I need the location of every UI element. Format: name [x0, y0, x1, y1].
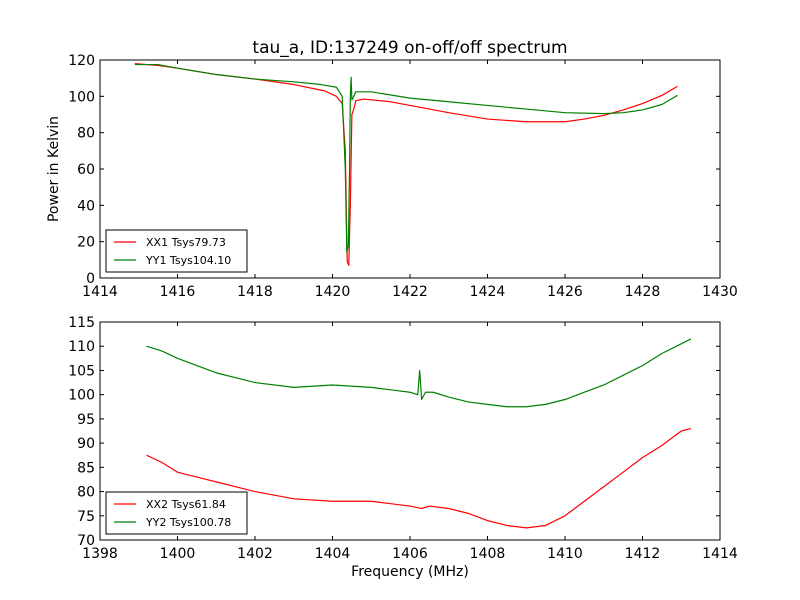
- y-tick-label: 85: [77, 460, 95, 476]
- x-tick-label: 1406: [392, 546, 428, 562]
- y-tick-label: 75: [77, 509, 95, 525]
- x-tick-label: 1398: [82, 546, 118, 562]
- y-tick-label: 100: [68, 89, 95, 105]
- y-tick-label: 115: [68, 315, 95, 331]
- legend: XX2 Tsys61.84 YY2 Tsys100.78: [105, 491, 248, 535]
- y-tick-label: 0: [86, 271, 95, 287]
- series-line-1: [146, 427, 692, 529]
- chart-title: tau_a, ID:137249 on-off/off spectrum: [252, 38, 567, 58]
- x-tick-label: 1402: [237, 546, 273, 562]
- x-tick-label: 1416: [160, 284, 196, 300]
- x-tick-label: 1428: [625, 284, 661, 300]
- x-tick-label: 1426: [547, 284, 583, 300]
- y-tick-label: 105: [68, 363, 95, 379]
- x-tick-label: 1424: [470, 284, 506, 300]
- legend: XX1 Tsys79.73 YY1 Tsys104.10: [105, 229, 248, 273]
- x-tick-label: 1422: [392, 284, 428, 300]
- y-tick-label: 70: [77, 533, 95, 549]
- y-tick-label: 90: [77, 436, 95, 452]
- y-tick-label: 40: [77, 198, 95, 214]
- x-tick-label: 1430: [702, 284, 738, 300]
- x-tick-label: 1414: [702, 546, 738, 562]
- chart-top: 1414 1416 1418 1420 1422 1424 1426 1428 1430 0 20 4…: [46, 38, 738, 300]
- series-line-2: [146, 338, 692, 408]
- x-tick-label: 1410: [547, 546, 583, 562]
- y-tick-label: 95: [77, 412, 95, 428]
- x-tick-label: 1420: [315, 284, 351, 300]
- y-tick-label: 20: [77, 235, 95, 251]
- legend-label: YY1 Tsys104.10: [145, 254, 231, 267]
- y-tick-label: 120: [68, 53, 95, 69]
- series-line-2: [134, 63, 678, 254]
- y-tick-label: 110: [68, 339, 95, 355]
- chart-bottom: 1398 1400 1402 1404 1406 1408 1410 1412 1414 70 75…: [68, 315, 738, 580]
- legend-label: YY2 Tsys100.78: [145, 516, 231, 529]
- y-tick-label: 80: [77, 126, 95, 142]
- legend-box: [105, 229, 248, 273]
- x-tick-label: 1414: [82, 284, 118, 300]
- legend-label: XX1 Tsys79.73: [146, 236, 226, 249]
- legend-box: [105, 491, 248, 535]
- x-axis-label: Frequency (MHz): [351, 564, 469, 580]
- y-axis-label: Power in Kelvin: [46, 116, 62, 222]
- x-tick-label: 1408: [470, 546, 506, 562]
- x-tick-label: 1418: [237, 284, 273, 300]
- y-tick-label: 60: [77, 162, 95, 178]
- x-tick-label: 1400: [160, 546, 196, 562]
- legend-label: XX2 Tsys61.84: [146, 498, 226, 511]
- y-tick-label: 80: [77, 485, 95, 501]
- x-tick-label: 1412: [625, 546, 661, 562]
- y-tick-label: 100: [68, 388, 95, 404]
- series-line-1: [134, 63, 678, 266]
- x-tick-label: 1404: [315, 546, 351, 562]
